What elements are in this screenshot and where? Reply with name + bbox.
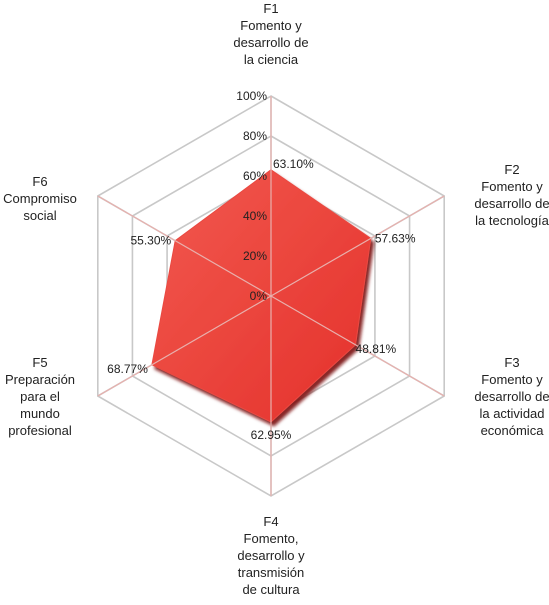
tick-label-60: 60%: [243, 169, 267, 183]
tick-label-0: 0%: [250, 289, 268, 303]
axis-label-f4: F4 Fomento, desarrollo y transmisión de cult…: [200, 513, 342, 598]
axis-label-f5: F5 Preparación para el mundo profesional: [0, 354, 88, 439]
axis-label-f1: F1 Fomento y desarrollo de la ciencia: [200, 0, 342, 68]
axis-label-line: desarrollo y: [237, 548, 305, 563]
series-spoke-overlay: [270, 295, 445, 397]
axis-label-f2: F2 Fomento y desarrollo de la tecnología: [464, 161, 549, 229]
axis-code: F2: [504, 162, 520, 177]
value-label-f1: 63.10%: [273, 157, 314, 171]
tick-label-80: 80%: [243, 129, 267, 143]
value-label-f4: 62.95%: [251, 428, 292, 442]
value-label-f3: 48.81%: [356, 342, 397, 356]
tick-label-100: 100%: [236, 89, 267, 103]
axis-code: F6: [32, 174, 48, 189]
axis-label-line: profesional: [8, 423, 72, 438]
value-label-f6: 55.30%: [131, 234, 172, 248]
axis-code: F4: [263, 514, 279, 529]
axis-code: F1: [263, 1, 279, 16]
axis-label-line: transmisión: [237, 565, 305, 580]
axis-label-line: de cultura: [242, 582, 300, 597]
value-label-f5: 68.77%: [107, 362, 148, 376]
series-spoke-overlay: [270, 195, 445, 297]
axis-label-line: la tecnología: [475, 213, 549, 228]
tick-label-20: 20%: [243, 249, 267, 263]
axis-label-line: Fomento,: [243, 531, 299, 546]
axis-label-line: Fomento y: [481, 372, 543, 387]
radar-series: [97, 96, 445, 496]
axis-label-line: desarrollo de: [233, 35, 309, 50]
axis-label-f6: F6 Compromiso social: [0, 173, 88, 224]
axis-label-line: Fomento y: [240, 18, 302, 33]
tick-label-40: 40%: [243, 209, 267, 223]
axis-label-line: para el: [20, 389, 60, 404]
axis-label-line: la actividad: [479, 406, 545, 421]
value-label-f2: 57.63%: [375, 231, 416, 245]
axis-label-line: económica: [480, 423, 544, 438]
axis-label-line: desarrollo de: [474, 196, 549, 211]
axis-code: F5: [32, 355, 48, 370]
axis-code: F3: [504, 355, 520, 370]
axis-label-line: Fomento y: [481, 179, 543, 194]
radar-value-labels: 63.10% 57.63% 48.81% 62.95% 68.77% 55.30%: [107, 157, 416, 442]
series-spoke-overlay: [97, 295, 272, 397]
axis-label-line: Compromiso: [3, 191, 77, 206]
axis-label-line: desarrollo de: [474, 389, 549, 404]
axis-label-line: Preparación: [4, 372, 76, 387]
axis-label-line: la ciencia: [243, 52, 299, 67]
axis-label-line: social: [23, 208, 57, 223]
radar-tick-labels: 0% 20% 40% 60% 80% 100%: [236, 89, 267, 303]
axis-label-line: mundo: [20, 406, 60, 421]
axis-label-f3: F3 Fomento y desarrollo de la actividad econ…: [464, 354, 549, 439]
series-spoke-overlay: [97, 195, 272, 297]
